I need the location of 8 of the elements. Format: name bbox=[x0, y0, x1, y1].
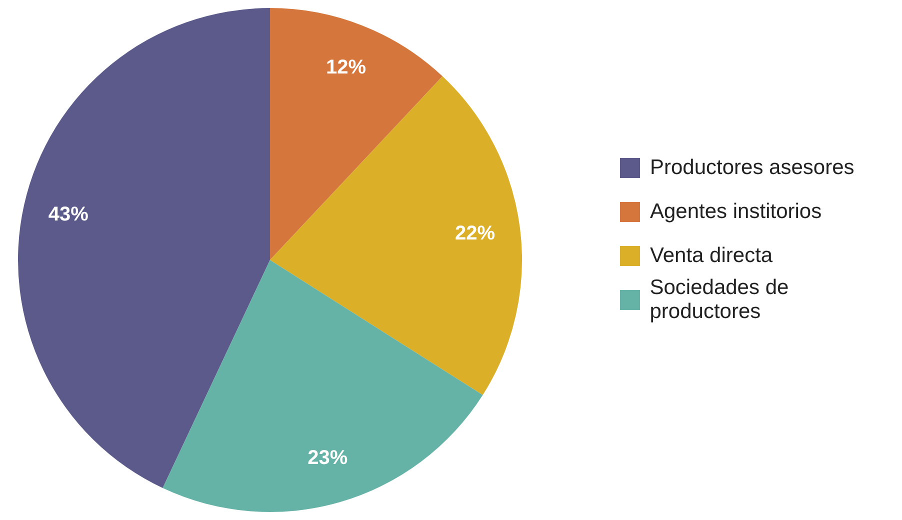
data-label: 23% bbox=[308, 446, 348, 469]
legend-label: Venta directa bbox=[650, 244, 773, 268]
data-label: 12% bbox=[326, 56, 366, 78]
data-label: 22% bbox=[454, 222, 496, 245]
legend-label: Agentes institorios bbox=[650, 200, 822, 224]
legend-label: Sociedades de productores bbox=[650, 276, 790, 324]
data-label: 43% bbox=[48, 203, 89, 226]
legend-label: Productores asesores bbox=[650, 156, 854, 180]
